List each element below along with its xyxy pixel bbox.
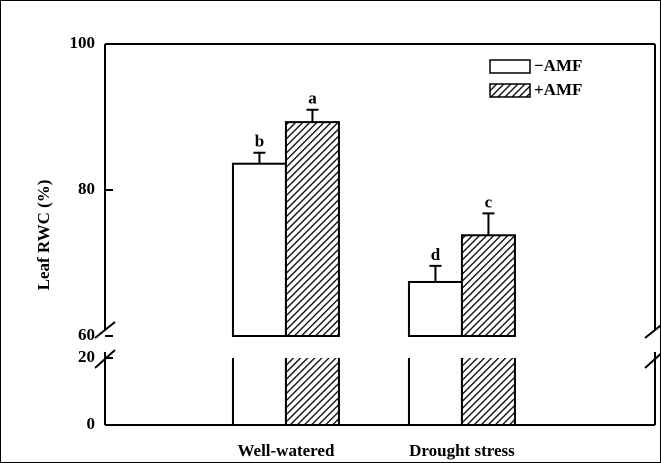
- y-tick-label: 100: [70, 33, 96, 52]
- legend-swatch: [489, 59, 531, 74]
- bar-lower: [231, 358, 287, 426]
- axis-break: [644, 352, 661, 369]
- axis-break: [94, 321, 116, 339]
- significance-letter: b: [255, 132, 264, 151]
- y-tick-label: 20: [78, 347, 95, 366]
- significance-letter: d: [431, 245, 441, 264]
- error-bar: [306, 108, 319, 123]
- y-tick-label: 0: [87, 414, 96, 433]
- x-tick-label: Drought stress: [409, 441, 515, 460]
- y-tick-label: 80: [78, 179, 95, 198]
- error-bar: [429, 264, 442, 282]
- legend-swatch: [489, 83, 531, 98]
- y-axis-label: Leaf RWC (%): [34, 180, 53, 291]
- x-tick-label: Well-watered: [237, 441, 334, 460]
- significance-letter: c: [485, 192, 493, 211]
- error-bar: [253, 151, 266, 164]
- legend-label: −AMF: [534, 56, 582, 75]
- bar-lower: [284, 358, 340, 426]
- bar: [231, 162, 287, 337]
- axis-break: [644, 323, 661, 339]
- y-tick-label: 60: [78, 325, 95, 344]
- bar: [284, 121, 340, 337]
- error-bar: [482, 212, 495, 236]
- significance-letter: a: [308, 89, 317, 108]
- bar-lower: [460, 358, 516, 426]
- bar: [460, 234, 516, 337]
- bar: [407, 280, 463, 338]
- bar-lower: [407, 358, 463, 426]
- legend-label: +AMF: [534, 80, 582, 99]
